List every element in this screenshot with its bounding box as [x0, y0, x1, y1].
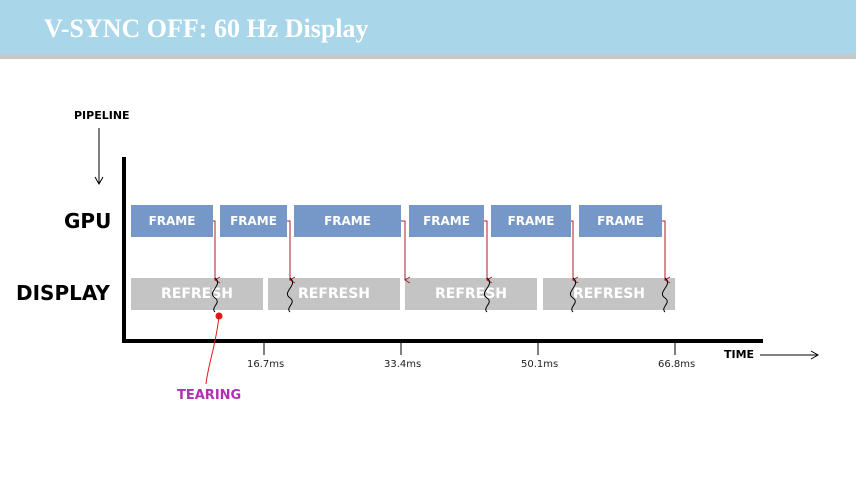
frame-delivery-arrow: [401, 220, 411, 284]
frame-delivery-arrow: [213, 220, 221, 284]
gpu-frame-block: FRAME: [131, 205, 213, 237]
time-tick-label: 33.4ms: [384, 359, 422, 370]
page-title: V-SYNC OFF: 60 Hz Display: [44, 14, 369, 43]
gpu-frame-block: FRAME: [579, 205, 662, 237]
gpu-frame-block: FRAME: [294, 205, 401, 237]
display-refresh-block: REFRESH: [268, 278, 400, 310]
gpu-row-label: GPU: [64, 209, 112, 233]
gpu-frame-block: FRAME: [409, 205, 484, 237]
tear-line: [483, 277, 491, 313]
time-axis-label: TIME: [724, 348, 755, 361]
tear-line: [569, 277, 577, 313]
time-tick-label: 66.8ms: [658, 359, 696, 370]
display-refresh-block: REFRESH: [405, 278, 537, 310]
display-refresh-block: REFRESH: [543, 278, 675, 310]
tear-line: [211, 277, 219, 313]
gpu-frame-block: FRAME: [220, 205, 287, 237]
tearing-label: TEARING: [177, 388, 242, 403]
tear-line: [286, 277, 294, 313]
time-tick-label: 16.7ms: [247, 359, 285, 370]
tearing-pointer-line: [205, 315, 220, 385]
display-row-label: DISPLAY: [16, 281, 110, 305]
frame-delivery-arrow: [287, 220, 296, 284]
tear-line: [661, 277, 669, 313]
pipeline-axis-label: PIPELINE: [74, 109, 130, 122]
gpu-frame-block: FRAME: [491, 205, 571, 237]
frame-delivery-arrow: [662, 220, 671, 284]
frame-delivery-arrow: [484, 220, 493, 284]
display-refresh-block: REFRESH: [131, 278, 263, 310]
title-banner: V-SYNC OFF: 60 Hz Display: [0, 0, 856, 59]
time-tick-label: 50.1ms: [521, 359, 559, 370]
frame-delivery-arrow: [571, 220, 579, 284]
